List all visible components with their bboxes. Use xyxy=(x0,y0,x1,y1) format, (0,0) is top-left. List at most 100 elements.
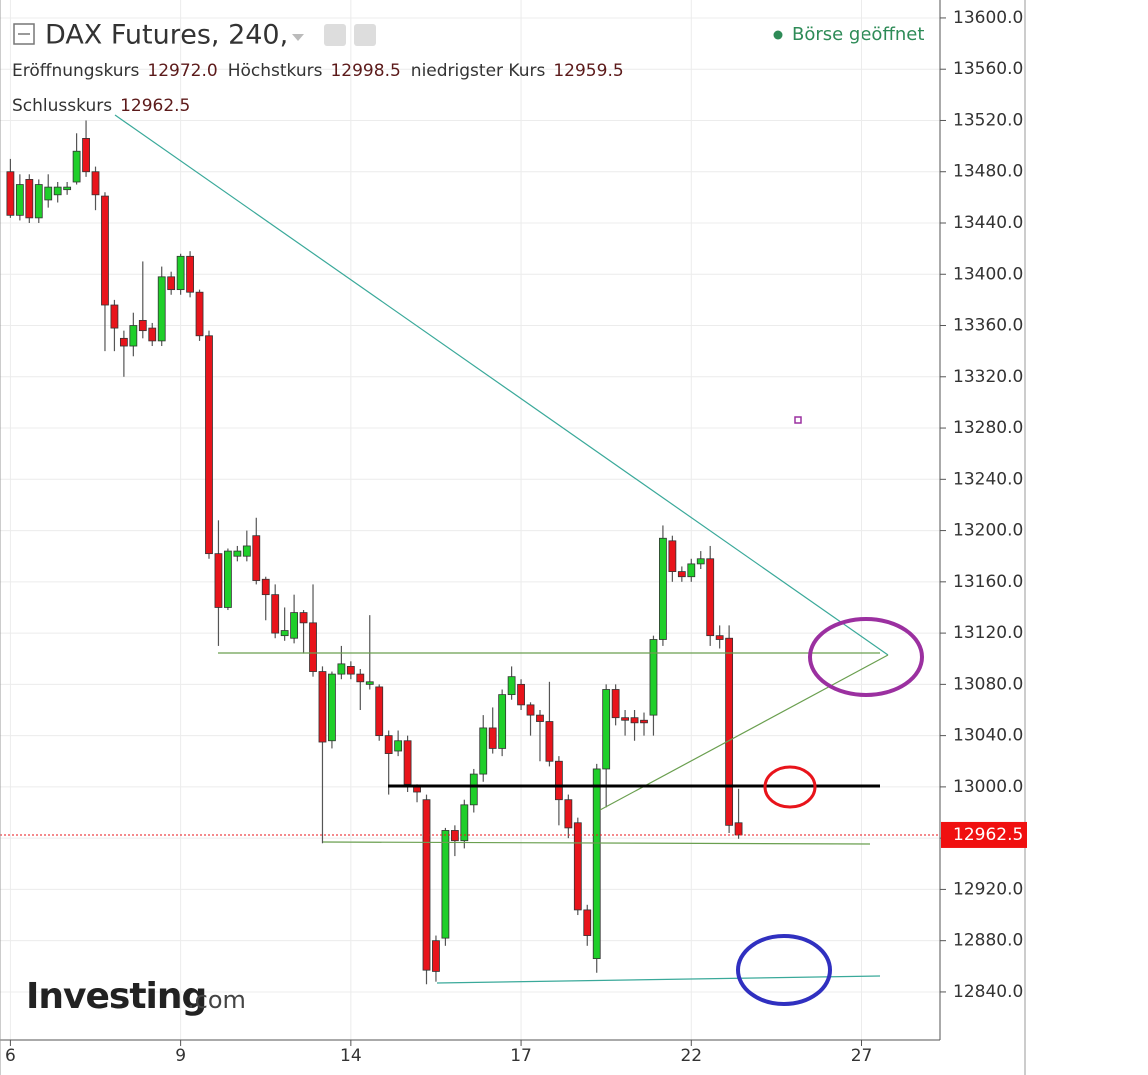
candle-body xyxy=(432,940,440,972)
y-tick-label: 13400.0 xyxy=(953,264,1023,284)
y-tick-label: 13160.0 xyxy=(953,572,1023,592)
ohlc-field-name: Höchstkurs xyxy=(227,61,323,81)
candle-body xyxy=(715,635,724,640)
marker xyxy=(794,416,802,424)
candle-body xyxy=(53,186,62,196)
candle-body xyxy=(318,671,327,743)
status-dot xyxy=(773,30,783,40)
candle-body xyxy=(488,727,497,749)
ohlc-header: Eröffnungskurs 12972.0 Höchstkurs 12998.5 ni… xyxy=(12,61,634,81)
candle-body xyxy=(696,558,705,565)
watermark-brand: Investing xyxy=(26,976,206,1017)
y-tick-label: 13120.0 xyxy=(953,623,1023,643)
candle-body xyxy=(479,727,488,775)
last-price-label: 12962.5 xyxy=(953,825,1023,845)
candle-body xyxy=(403,740,412,785)
candle-body xyxy=(375,686,384,737)
candle-body xyxy=(706,558,715,637)
candle-body xyxy=(44,186,53,201)
y-tick-label: 13440.0 xyxy=(953,213,1023,233)
candle-body xyxy=(365,681,374,685)
candle-body xyxy=(186,255,194,293)
candle-body xyxy=(252,535,261,581)
candle-body xyxy=(148,327,157,342)
candle-body xyxy=(734,822,743,836)
ohlc-field-value: 12959.5 xyxy=(553,61,624,81)
ohlc-field-value: 12962.5 xyxy=(120,96,191,116)
highlight-ellipse xyxy=(808,617,924,697)
candle-body xyxy=(621,717,629,721)
market-status: Börse geöffnet xyxy=(792,24,924,45)
candle-body xyxy=(271,594,280,634)
last-price-box xyxy=(941,821,1027,848)
candle-body xyxy=(677,571,686,578)
candle-body xyxy=(507,676,516,696)
candles xyxy=(0,120,940,985)
candle-body xyxy=(195,291,204,337)
candle-body xyxy=(242,545,251,557)
candle-body xyxy=(299,612,308,624)
candle-body xyxy=(176,255,185,291)
watermark-suffix: .com xyxy=(187,986,246,1014)
y-tick-label: 13200.0 xyxy=(953,521,1023,541)
candle-body xyxy=(441,830,450,939)
candle-body xyxy=(469,773,478,806)
candle-body xyxy=(15,184,24,216)
ohlc-field-name: Schlusskurs xyxy=(12,96,113,116)
y-tick-label: 13240.0 xyxy=(953,469,1023,489)
candle-body xyxy=(72,150,81,183)
y-tick-label: 12880.0 xyxy=(953,931,1023,951)
y-tick-label: 13360.0 xyxy=(953,316,1023,336)
dropdown-arrow[interactable] xyxy=(292,34,304,41)
candle-body xyxy=(564,799,573,829)
grid xyxy=(0,0,940,1040)
candle-body xyxy=(687,563,696,578)
x-tick-label: 22 xyxy=(680,1046,702,1066)
y-tick-label: 13520.0 xyxy=(953,110,1023,130)
annotations xyxy=(114,114,924,1006)
settings-icon[interactable] xyxy=(354,24,376,46)
candle-body xyxy=(224,550,232,608)
candle-body xyxy=(233,550,242,557)
candle-body xyxy=(450,830,459,842)
candle-body xyxy=(630,717,639,724)
highlight-ellipse xyxy=(736,934,832,1006)
y-tick-label: 12840.0 xyxy=(953,982,1023,1002)
candle-body xyxy=(261,578,270,596)
candle-body xyxy=(110,304,119,329)
candle-body xyxy=(6,171,15,216)
candle-body xyxy=(413,786,421,793)
candle-body xyxy=(517,683,525,706)
candle-body xyxy=(384,735,393,754)
candle-body xyxy=(280,630,289,637)
candle-body xyxy=(611,689,620,719)
candle-body xyxy=(91,171,100,196)
y-tick-label: 13040.0 xyxy=(953,726,1023,746)
candle-body xyxy=(290,612,299,639)
candle-body xyxy=(337,663,346,675)
candle-body xyxy=(725,637,734,826)
candle-body xyxy=(649,639,658,716)
candle-body xyxy=(659,537,667,640)
collapse-icon[interactable] xyxy=(13,23,35,45)
candle-body xyxy=(309,622,317,672)
candle-body xyxy=(498,694,507,749)
candle-body xyxy=(82,138,90,173)
candle-body xyxy=(34,184,43,219)
candle-body xyxy=(157,276,166,342)
y-tick-label: 13320.0 xyxy=(953,367,1023,387)
ohlc-field-value: 12972.0 xyxy=(147,61,218,81)
candle-body xyxy=(573,822,582,911)
candle-body xyxy=(583,909,592,936)
highlight-ellipse xyxy=(763,765,817,809)
candle-body xyxy=(422,799,431,971)
y-tick-label: 13080.0 xyxy=(953,674,1023,694)
candle-body xyxy=(25,179,34,219)
candle-body xyxy=(640,719,648,724)
x-tick-label: 9 xyxy=(175,1046,186,1066)
candle-body xyxy=(328,673,336,742)
candle-body xyxy=(460,804,469,842)
chart-title: DAX Futures, 240, xyxy=(45,20,288,51)
visibility-icon[interactable] xyxy=(324,24,346,46)
